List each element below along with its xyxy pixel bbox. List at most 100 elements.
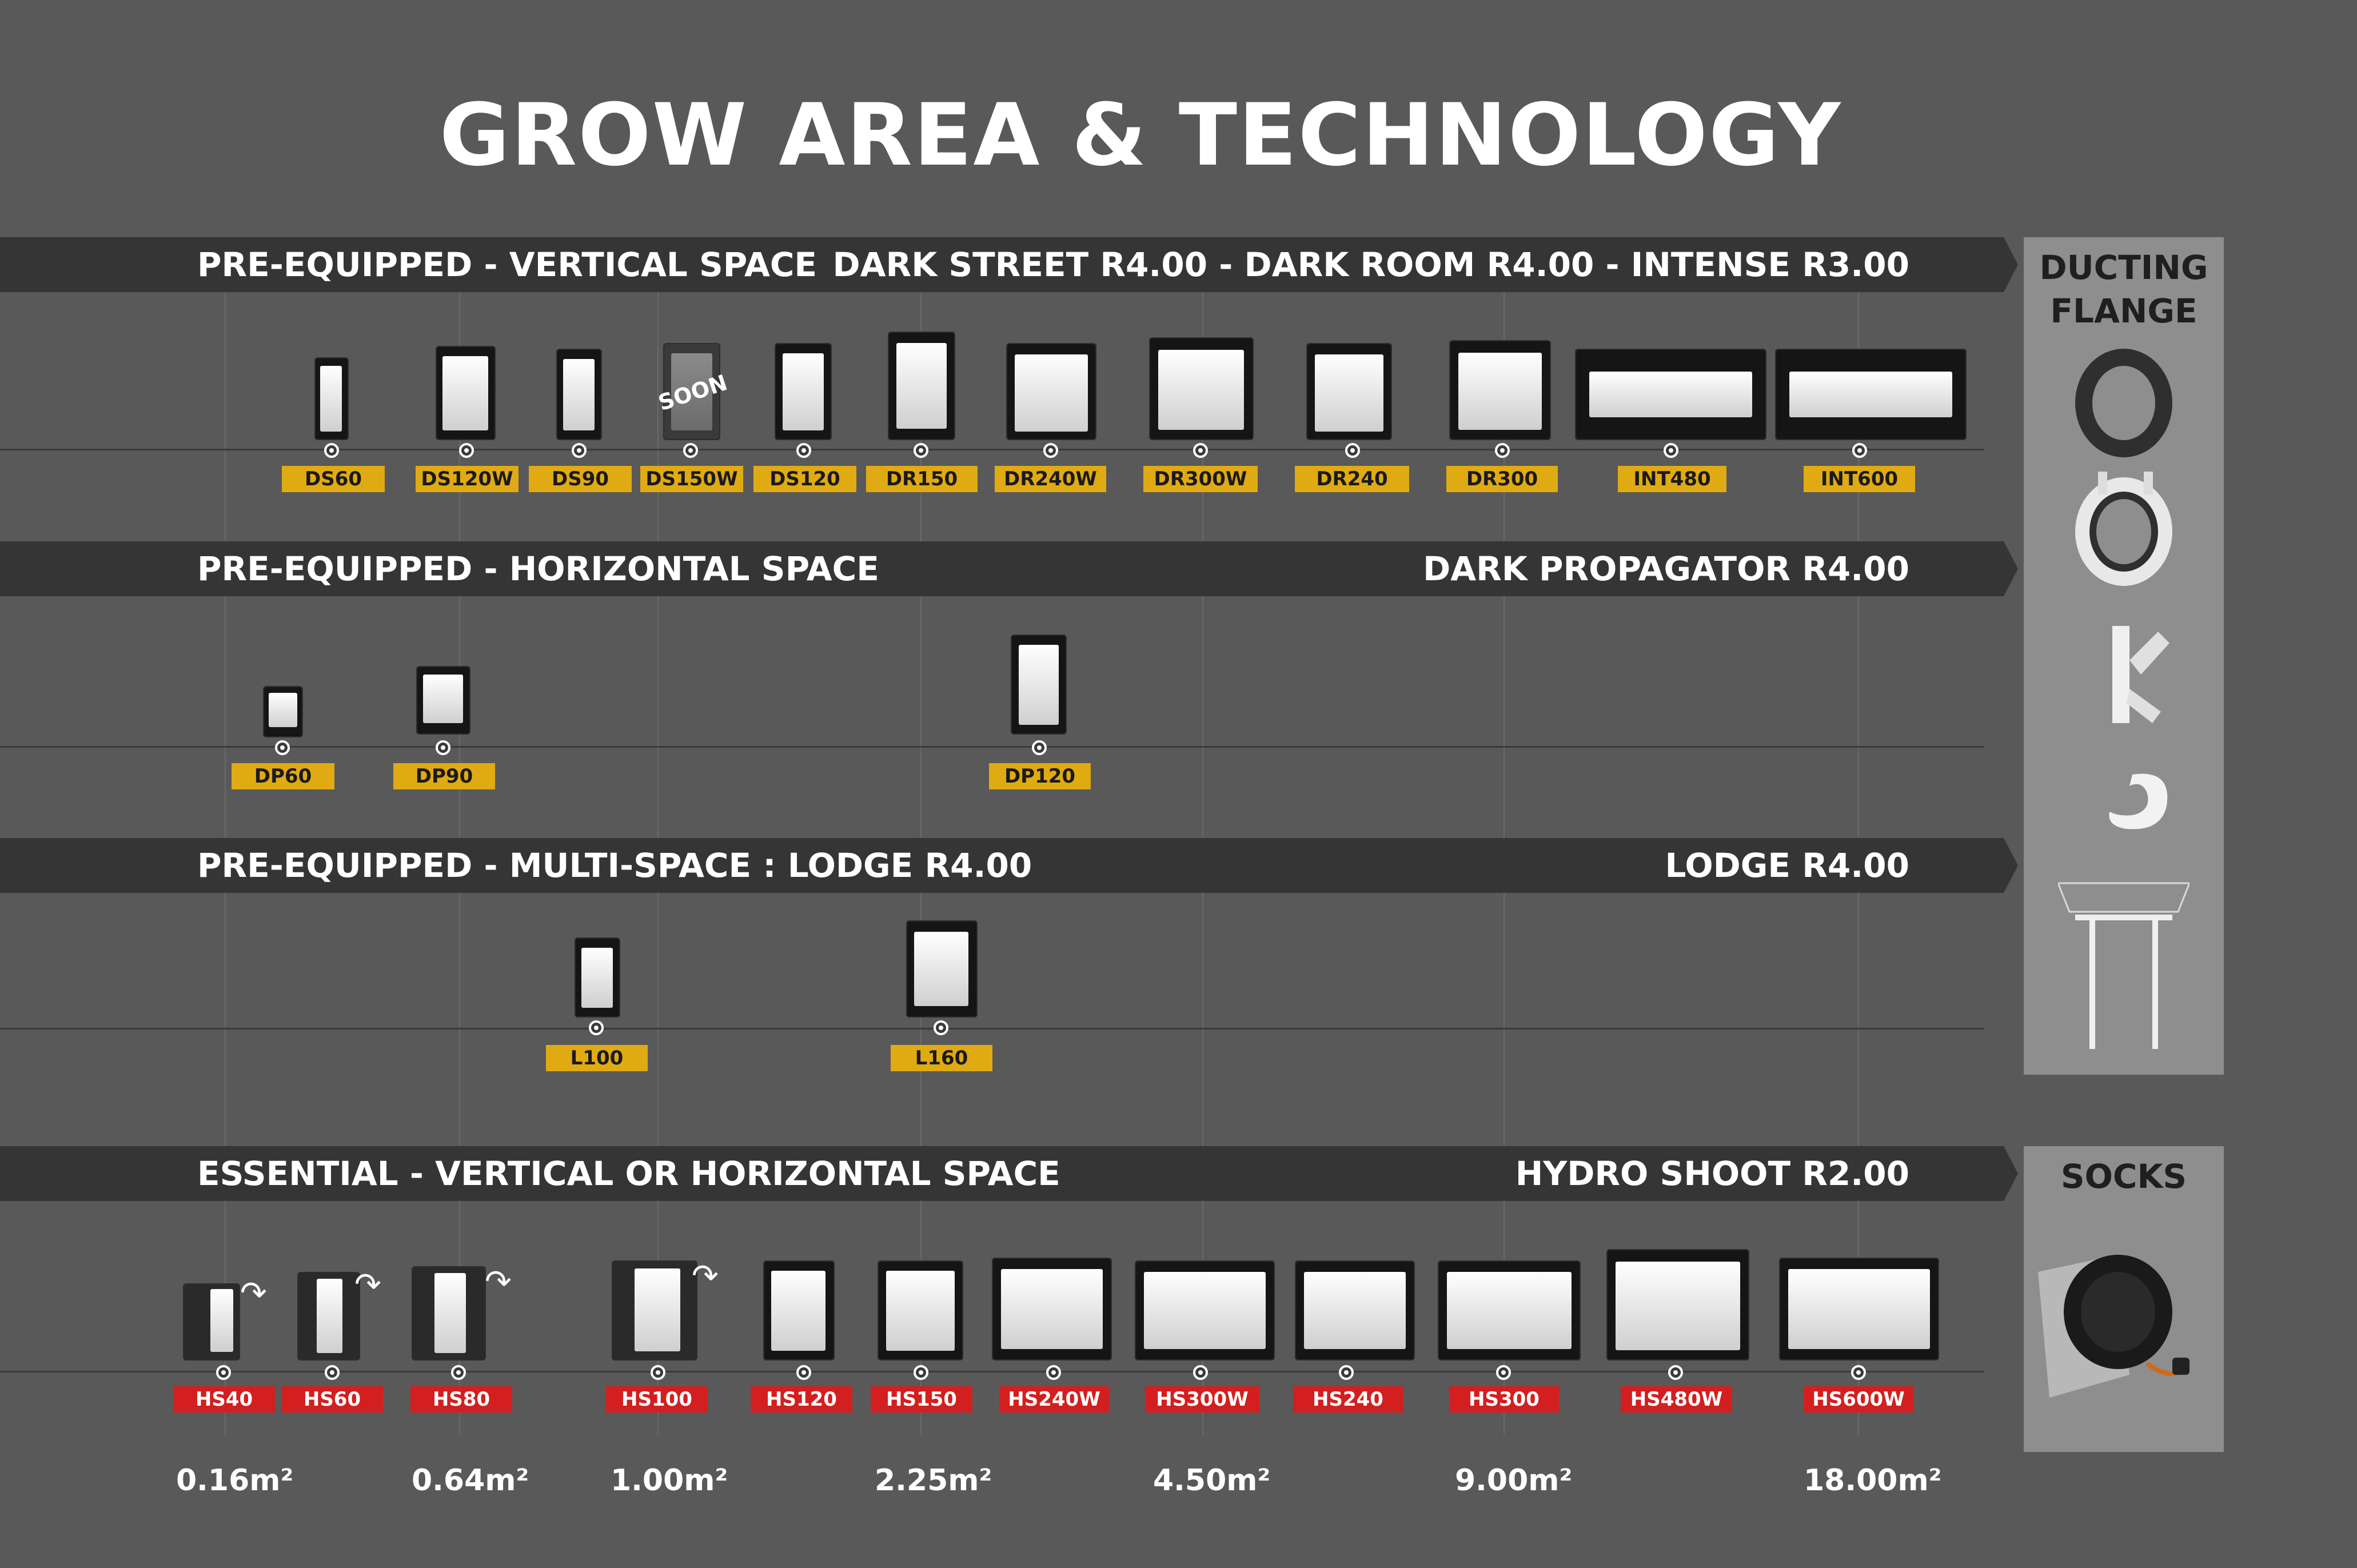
product-label-hs300w[interactable]: HS300W	[1145, 1386, 1259, 1413]
product-label-dr240[interactable]: DR240	[1295, 466, 1409, 492]
product-label-dr300[interactable]: DR300	[1446, 466, 1558, 492]
product-label-ds90[interactable]: DS90	[529, 466, 632, 492]
product-label-hs480w[interactable]: HS480W	[1621, 1386, 1732, 1413]
selector-dot[interactable]	[1668, 1365, 1683, 1380]
product-label-dr240w[interactable]: DR240W	[995, 466, 1106, 492]
selector-dot[interactable]	[1851, 1365, 1866, 1380]
selector-dot[interactable]	[1193, 443, 1208, 458]
tent-image	[888, 332, 955, 440]
tent-image	[1295, 1260, 1415, 1360]
product-label-ds120w[interactable]: DS120W	[416, 466, 519, 492]
product-label-dr150[interactable]: DR150	[866, 466, 978, 492]
tent-image	[763, 1260, 835, 1360]
product-label-dr300w[interactable]: DR300W	[1143, 466, 1258, 492]
selector-dot[interactable]	[796, 1365, 811, 1380]
product-label-hs300[interactable]: HS300	[1449, 1386, 1559, 1413]
tent-image	[1606, 1249, 1749, 1360]
selector-dot[interactable]	[1496, 1365, 1511, 1380]
selector-dot[interactable]	[1664, 443, 1678, 458]
tent-image	[992, 1258, 1112, 1360]
tent-image	[1779, 1258, 1939, 1360]
tent-image	[775, 343, 832, 440]
section-band-multi: PRE-EQUIPPED - MULTI-SPACE : LODGE R4.00…	[0, 838, 2018, 893]
selector-dot[interactable]	[216, 1365, 231, 1380]
product-label-hs80[interactable]: HS80	[410, 1386, 512, 1413]
selector-dot[interactable]	[451, 1365, 466, 1380]
ducting-flange-panel: DUCTING FLANGE	[2024, 237, 2224, 1075]
product-label-ds120[interactable]: DS120	[753, 466, 856, 492]
selector-dot[interactable]	[914, 1365, 928, 1380]
selector-dot[interactable]	[325, 1365, 340, 1380]
baseline	[0, 449, 1984, 450]
baseline	[0, 1371, 1984, 1373]
product-label-dp120[interactable]: DP120	[989, 763, 1091, 789]
selector-dot[interactable]	[1043, 443, 1058, 458]
selector-dot[interactable]	[1046, 1365, 1061, 1380]
tent-image	[1449, 340, 1551, 440]
selector-dot[interactable]	[651, 1365, 665, 1380]
baseline	[0, 746, 1984, 748]
tent-image	[314, 357, 349, 440]
product-label-ds150w[interactable]: DS150W	[640, 466, 743, 492]
product-label-hs240w[interactable]: HS240W	[999, 1386, 1109, 1413]
tent-image	[575, 937, 620, 1018]
section-title: ESSENTIAL - VERTICAL OR HORIZONTAL SPACE	[197, 1154, 1060, 1193]
page-title: GROW AREA & TECHNOLOGY	[439, 86, 1842, 185]
selector-dot[interactable]	[914, 443, 928, 458]
tent-image	[1306, 343, 1392, 440]
selector-dot[interactable]	[1345, 443, 1360, 458]
product-label-hs240[interactable]: HS240	[1293, 1386, 1403, 1413]
section-title: PRE-EQUIPPED - MULTI-SPACE : LODGE R4.00	[197, 846, 1032, 885]
tent-image	[436, 346, 496, 440]
tent-image	[1775, 349, 1967, 440]
product-label-hs40[interactable]: HS40	[173, 1386, 275, 1413]
section-title: PRE-EQUIPPED - VERTICAL SPACE	[197, 245, 817, 284]
ducting-accessories-icon	[2058, 349, 2190, 1049]
selector-dot[interactable]	[459, 443, 474, 458]
selector-dot[interactable]	[1032, 740, 1047, 755]
socks-panel: SOCKS	[2024, 1146, 2224, 1452]
tent-image	[612, 1260, 697, 1360]
selector-dot[interactable]	[324, 443, 339, 458]
section-range: LODGE R4.00	[1665, 846, 1909, 885]
product-label-ds60[interactable]: DS60	[282, 466, 385, 492]
convert-arrow-icon: ↷	[240, 1275, 267, 1312]
product-label-l100[interactable]: L100	[546, 1045, 648, 1071]
product-label-hs120[interactable]: HS120	[751, 1386, 852, 1413]
selector-dot[interactable]	[1495, 443, 1510, 458]
tent-image	[263, 686, 303, 737]
tent-image	[1135, 1260, 1275, 1360]
selector-dot[interactable]	[1339, 1365, 1354, 1380]
area-label: 0.16m²	[176, 1463, 294, 1498]
tent-image	[1575, 349, 1766, 440]
selector-dot[interactable]	[436, 740, 450, 755]
ducting-title: DUCTING	[2039, 248, 2208, 287]
selector-dot[interactable]	[1193, 1365, 1208, 1380]
area-label: 1.00m²	[611, 1463, 728, 1498]
socks-title: SOCKS	[2060, 1157, 2187, 1196]
product-label-dp60[interactable]: DP60	[232, 763, 334, 789]
product-label-int480[interactable]: INT480	[1618, 466, 1726, 492]
tent-image	[1438, 1260, 1581, 1360]
selector-dot[interactable]	[934, 1020, 948, 1035]
area-label: 2.25m²	[875, 1463, 992, 1498]
area-label: 4.50m²	[1153, 1463, 1271, 1498]
selector-dot[interactable]	[683, 443, 698, 458]
product-label-int600[interactable]: INT600	[1804, 466, 1915, 492]
selector-dot[interactable]	[796, 443, 811, 458]
tent-image	[663, 343, 720, 440]
product-label-hs600w[interactable]: HS600W	[1804, 1386, 1913, 1413]
selector-dot[interactable]	[589, 1020, 604, 1035]
product-label-hs150[interactable]: HS150	[871, 1386, 972, 1413]
tent-image	[906, 920, 978, 1018]
product-label-hs60[interactable]: HS60	[281, 1386, 383, 1413]
selector-dot[interactable]	[572, 443, 587, 458]
tent-image	[412, 1266, 486, 1360]
tent-image	[1149, 337, 1254, 440]
product-label-dp90[interactable]: DP90	[393, 763, 495, 789]
product-label-hs100[interactable]: HS100	[606, 1386, 708, 1413]
selector-dot[interactable]	[1852, 443, 1867, 458]
product-label-l160[interactable]: L160	[891, 1045, 992, 1071]
selector-dot[interactable]	[275, 740, 290, 755]
section-band-horizontal: PRE-EQUIPPED - HORIZONTAL SPACE DARK PRO…	[0, 541, 2018, 596]
